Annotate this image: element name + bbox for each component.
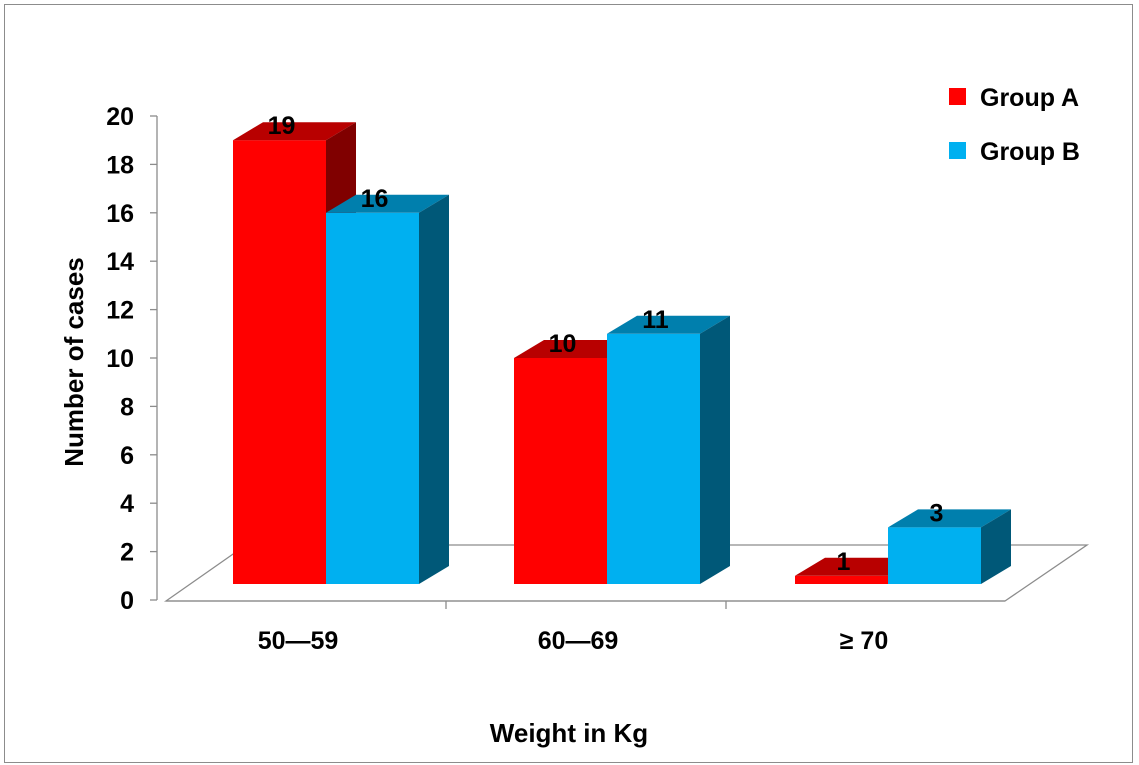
- data-label: 16: [361, 185, 389, 213]
- bars: [233, 122, 1011, 585]
- legend-swatch: [949, 142, 966, 159]
- bar: [607, 315, 730, 584]
- bar-front: [607, 333, 700, 584]
- x-tick-label: 60—69: [538, 627, 619, 655]
- y-axis: 0 2 4 6 8 10 12 14 16 18 20 50—59 60—69 ≥ 70: [106, 103, 1005, 655]
- bar-top: [233, 122, 356, 141]
- y-tick-label: 16: [106, 200, 134, 228]
- legend-label: Group B: [980, 138, 1080, 166]
- y-tick-label: 10: [106, 345, 134, 373]
- bar-front: [888, 527, 981, 584]
- data-label: 11: [642, 306, 669, 334]
- y-tick-label: 20: [106, 103, 134, 131]
- bar-front: [326, 212, 419, 585]
- y-tick-label: 12: [106, 297, 134, 325]
- bar-side: [419, 194, 449, 585]
- bar-front: [233, 140, 326, 584]
- bar-top: [888, 509, 1011, 528]
- x-tick-label: ≥ 70: [840, 627, 888, 655]
- data-label: 1: [837, 548, 851, 576]
- y-tick-label: 14: [106, 248, 134, 276]
- data-label: 3: [930, 499, 944, 527]
- y-tick-label: 18: [106, 151, 134, 179]
- bar-side: [700, 315, 730, 584]
- y-tick-label: 6: [120, 442, 134, 470]
- bar-top: [607, 315, 730, 334]
- bar-front: [795, 575, 888, 584]
- bar-top: [326, 194, 449, 213]
- bar-side: [981, 509, 1011, 584]
- legend-swatch: [949, 88, 966, 105]
- bar-top: [795, 557, 918, 576]
- y-tick-label: 4: [120, 490, 134, 518]
- legend-label: Group A: [980, 84, 1079, 112]
- x-axis-title: Weight in Kg: [490, 718, 648, 748]
- bar-top: [514, 340, 637, 358]
- y-tick-label: 0: [120, 587, 134, 615]
- legend: Group A Group B: [949, 84, 1080, 166]
- bar: [888, 509, 1011, 584]
- bar-front: [514, 358, 607, 584]
- y-tick-label: 8: [120, 393, 134, 421]
- y-tick-label: 2: [120, 539, 134, 567]
- y-axis-title: Number of cases: [59, 257, 89, 467]
- data-label: 19: [268, 112, 296, 140]
- x-tick-label: 50—59: [258, 627, 339, 655]
- bar: [326, 194, 449, 585]
- data-label: 10: [549, 330, 577, 358]
